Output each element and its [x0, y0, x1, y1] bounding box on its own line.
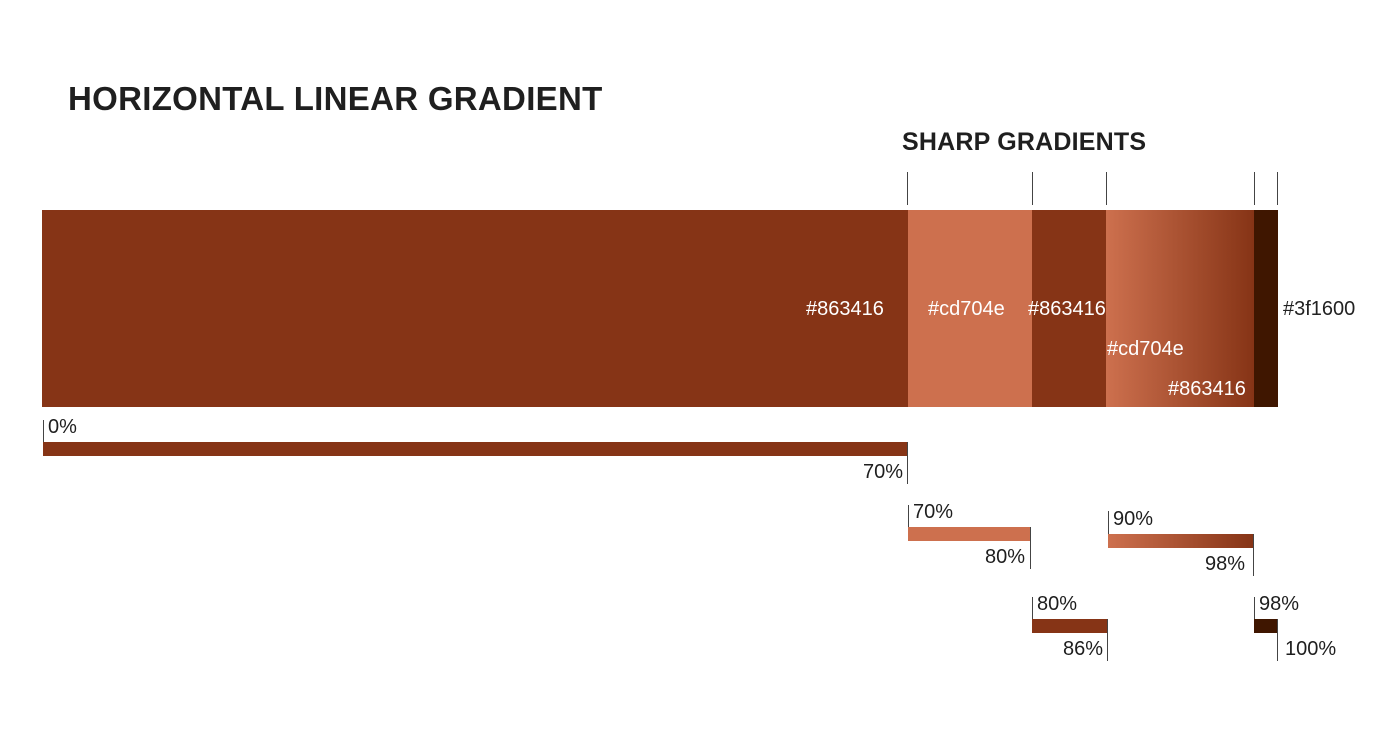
sharp-gradients-heading: SHARP GRADIENTS — [902, 128, 1147, 156]
range-label-end: 80% — [985, 546, 1026, 568]
boundary-tick-70 — [907, 172, 908, 205]
gradient-segment-80-86 — [1032, 210, 1106, 407]
boundary-tick-98 — [1254, 172, 1255, 205]
gradient-segment-98-100 — [1254, 210, 1278, 407]
range-tick-start — [1254, 597, 1255, 633]
range-label-start: 90% — [1113, 508, 1154, 530]
boundary-tick-86 — [1106, 172, 1107, 205]
range-tick-end — [907, 442, 908, 484]
boundary-tick-80 — [1032, 172, 1033, 205]
range-tick-start — [1032, 597, 1033, 633]
range-bar-70-80 — [908, 527, 1031, 541]
range-label-end: 86% — [1063, 638, 1104, 660]
color-label-base-2: #863416 — [1028, 298, 1106, 320]
range-label-end: 98% — [1205, 553, 1246, 575]
color-label-light-2: #cd704e — [1107, 338, 1184, 360]
range-bar-90-98 — [1108, 534, 1253, 548]
range-label-end: 100% — [1285, 638, 1337, 660]
range-bar-80-86 — [1032, 619, 1107, 633]
range-tick-end — [1107, 619, 1108, 661]
gradient-segment-70-80 — [908, 210, 1032, 407]
range-tick-end — [1277, 619, 1278, 661]
color-label-dark: #3f1600 — [1283, 298, 1356, 320]
range-tick-start — [43, 420, 44, 456]
range-tick-start — [908, 505, 909, 541]
range-label-start: 70% — [913, 501, 954, 523]
range-label-end: 70% — [863, 461, 904, 483]
range-label-start: 0% — [48, 416, 77, 438]
page-title: HORIZONTAL LINEAR GRADIENT — [68, 80, 603, 117]
range-bar-0-70 — [43, 442, 907, 456]
range-tick-end — [1030, 527, 1031, 569]
gradient-segment-0-70 — [42, 210, 908, 407]
range-label-start: 80% — [1037, 593, 1078, 615]
color-label-light: #cd704e — [928, 298, 1005, 320]
range-tick-end — [1253, 534, 1254, 576]
color-label-base-3: #863416 — [1168, 378, 1246, 400]
range-bar-98-100 — [1254, 619, 1277, 633]
color-label-base: #863416 — [806, 298, 884, 320]
range-tick-start — [1108, 511, 1109, 547]
range-label-start: 98% — [1259, 593, 1300, 615]
boundary-tick-100 — [1277, 172, 1278, 205]
gradient-segment-86-98 — [1106, 210, 1254, 407]
